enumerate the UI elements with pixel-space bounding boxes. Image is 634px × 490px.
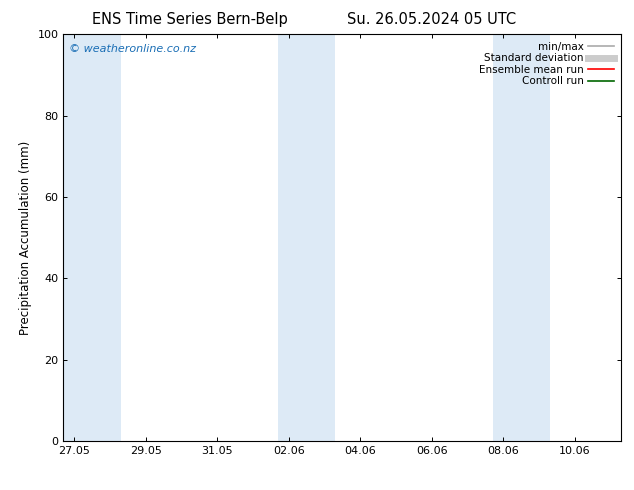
Bar [278, 34, 335, 441]
Text: © weatheronline.co.nz: © weatheronline.co.nz [69, 45, 196, 54]
Text: Su. 26.05.2024 05 UTC: Su. 26.05.2024 05 UTC [347, 12, 515, 27]
Bar [493, 34, 550, 441]
Y-axis label: Precipitation Accumulation (mm): Precipitation Accumulation (mm) [19, 141, 32, 335]
Legend: min/max, Standard deviation, Ensemble mean run, Controll run: min/max, Standard deviation, Ensemble me… [477, 40, 616, 88]
Bar [63, 34, 120, 441]
Text: ENS Time Series Bern-Belp: ENS Time Series Bern-Belp [93, 12, 288, 27]
